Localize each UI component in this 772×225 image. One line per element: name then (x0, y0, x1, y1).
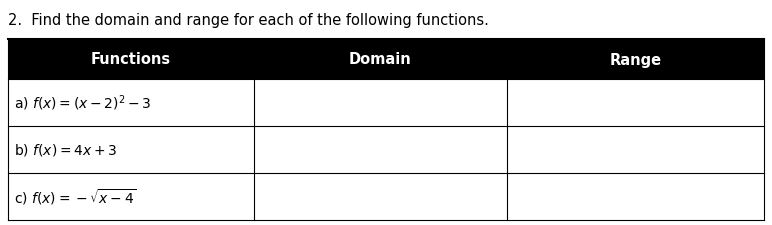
Bar (507, 80, 764, 126)
Bar (254, 126, 507, 173)
Text: Range: Range (609, 52, 662, 67)
Bar (507, 126, 764, 173)
Text: b) $f(x) = 4x + 3$: b) $f(x) = 4x + 3$ (14, 142, 117, 158)
Text: c) $f(x) = -\sqrt{x - 4}$: c) $f(x) = -\sqrt{x - 4}$ (14, 187, 137, 207)
Bar (8, 40, 254, 80)
Text: a) $f(x) = (x - 2)^2 - 3$: a) $f(x) = (x - 2)^2 - 3$ (14, 93, 151, 113)
Bar (254, 80, 507, 126)
Text: 2.  Find the domain and range for each of the following functions.: 2. Find the domain and range for each of… (8, 14, 489, 28)
Bar (8, 173, 254, 220)
Bar (254, 173, 507, 220)
Bar (8, 80, 254, 126)
Bar (254, 40, 507, 80)
Text: Functions: Functions (91, 52, 171, 67)
Text: Domain: Domain (349, 52, 411, 67)
Bar (8, 126, 254, 173)
Bar (507, 40, 764, 80)
Bar (507, 173, 764, 220)
